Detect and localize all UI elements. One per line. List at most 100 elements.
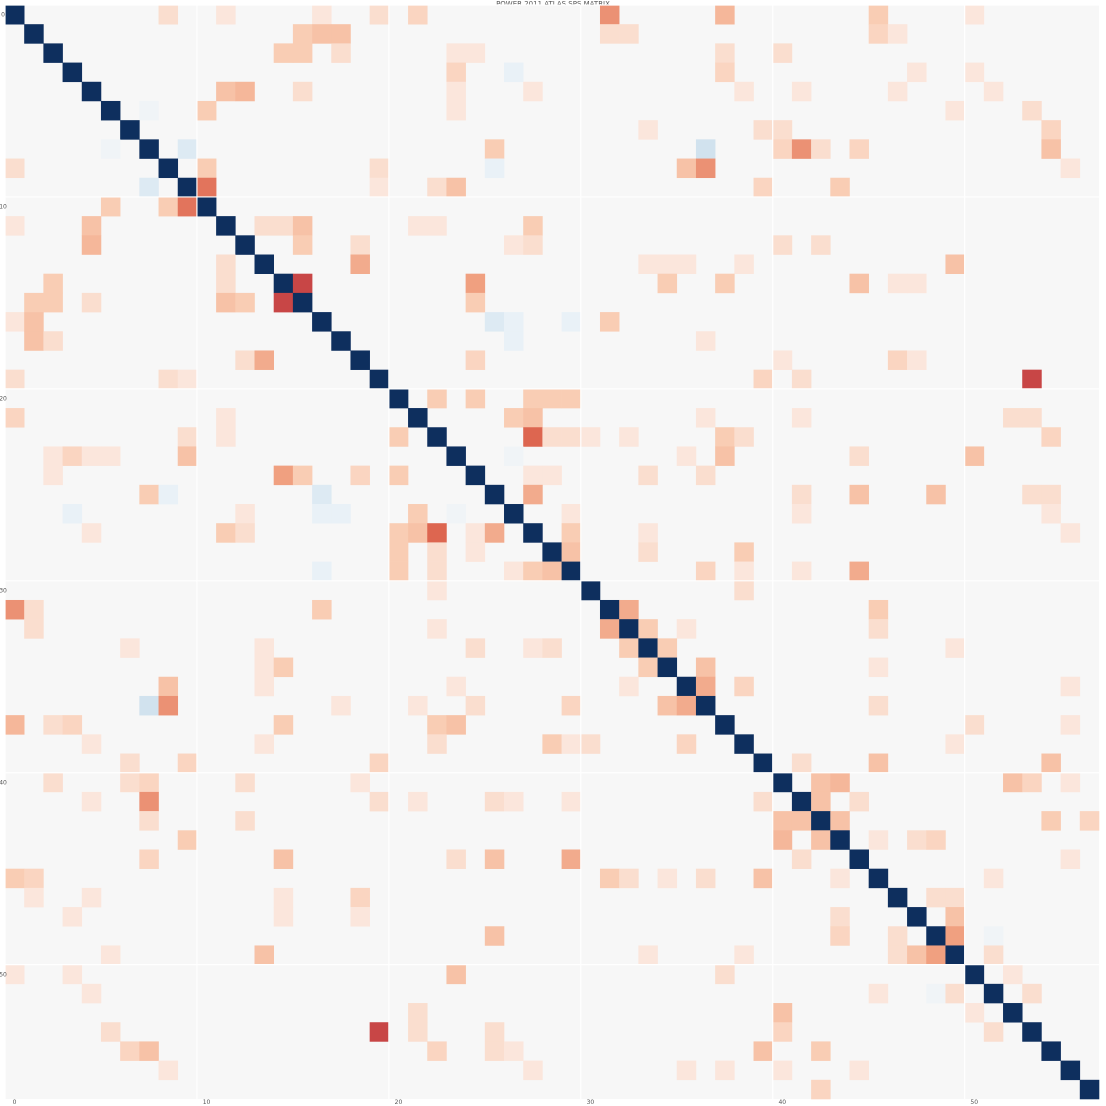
heatmap-cell (158, 369, 179, 390)
heatmap-cell (81, 887, 102, 908)
heatmap-cell (254, 945, 274, 965)
heatmap-cell (24, 292, 44, 313)
heatmap-cell (830, 926, 850, 946)
heatmap-cell (81, 81, 102, 102)
heatmap-cell (907, 350, 927, 370)
heatmap-cell (504, 791, 524, 812)
heatmap-cell (1022, 983, 1042, 1004)
heatmap-cell (350, 235, 370, 255)
heatmap-cell (100, 196, 121, 217)
heatmap-cell (484, 484, 505, 505)
heatmap-cell (523, 638, 543, 658)
heatmap-cell (599, 868, 620, 889)
heatmap-cell (24, 599, 44, 620)
heatmap-cell (695, 139, 716, 159)
heatmap-cell (619, 638, 639, 658)
heatmap-cell (369, 158, 390, 179)
heatmap-cell (1041, 504, 1061, 524)
heatmap-cell (791, 561, 812, 582)
heatmap-cell (830, 811, 850, 831)
heatmap-cell (120, 772, 140, 793)
heatmap-cell (350, 350, 370, 370)
heatmap-cell (465, 273, 486, 294)
heatmap-cell (158, 484, 179, 505)
heatmap-cell (619, 427, 639, 447)
heatmap-cell (945, 983, 965, 1004)
heatmap-cell (830, 772, 850, 793)
heatmap-cell (177, 753, 198, 774)
heatmap-cell (580, 580, 601, 601)
heatmap-cell (542, 638, 562, 658)
heatmap-cell (926, 983, 946, 1004)
heatmap-cell (695, 331, 716, 351)
heatmap-cell (887, 81, 908, 102)
heatmap-cell (676, 695, 697, 716)
heatmap-cell (235, 772, 255, 793)
heatmap-cell (254, 254, 274, 274)
heatmap-cell (5, 599, 25, 620)
heatmap-cell (1003, 408, 1023, 428)
heatmap-cell (273, 715, 294, 735)
heatmap-cell (734, 945, 754, 965)
heatmap-cell (523, 216, 543, 236)
heatmap-cell (427, 580, 447, 601)
heatmap-cell (62, 907, 83, 927)
heatmap-cell (868, 599, 889, 620)
heatmap-cell (331, 43, 351, 63)
heatmap-cell (695, 868, 716, 889)
heatmap-cell (196, 177, 217, 198)
heatmap-cell (868, 5, 889, 25)
heatmap-cell (484, 1041, 505, 1061)
heatmap-cell (907, 62, 927, 83)
heatmap-cell (599, 619, 620, 639)
heatmap-cell (100, 446, 121, 466)
heatmap-cell (5, 312, 25, 332)
heatmap-cell (676, 158, 697, 179)
heatmap-cell (43, 446, 63, 466)
heatmap-cell (139, 849, 159, 869)
heatmap-cell (388, 465, 409, 486)
heatmap-cell (254, 734, 274, 754)
heatmap-cell (638, 638, 658, 658)
heatmap-cell (427, 177, 447, 198)
heatmap-cell (734, 580, 754, 601)
heatmap-cell (369, 177, 390, 198)
heatmap-cell (292, 216, 313, 236)
heatmap-cell (24, 24, 44, 44)
heatmap-cell (753, 753, 774, 774)
heatmap-cell (676, 1060, 697, 1081)
heatmap-cell (753, 120, 774, 140)
heatmap-cell (331, 331, 351, 351)
heatmap-cell (292, 43, 313, 63)
heatmap-cell (887, 887, 908, 908)
heatmap-cell (369, 5, 390, 25)
heatmap-cell (772, 235, 793, 255)
heatmap-cell (830, 830, 850, 850)
heatmap-cell (216, 292, 236, 313)
heatmap-cell (216, 216, 236, 236)
heatmap-cell (408, 408, 428, 428)
heatmap-cell (292, 292, 313, 313)
heatmap-cell (388, 427, 409, 447)
heatmap-cell (945, 887, 965, 908)
heatmap-cell (849, 484, 869, 505)
heatmap-cell (734, 561, 754, 582)
heatmap-cell (715, 62, 735, 83)
heatmap-cell (1022, 484, 1042, 505)
heatmap-cell (504, 446, 524, 466)
heatmap-cell (5, 158, 25, 179)
heatmap-cell (849, 849, 869, 869)
heatmap-cell (62, 62, 83, 83)
heatmap-cell (1041, 753, 1061, 774)
heatmap-cell (811, 830, 831, 850)
heatmap-cell (484, 312, 505, 332)
heatmap-cell (43, 273, 63, 294)
heatmap-cell (427, 388, 447, 409)
heatmap-cell (331, 695, 351, 716)
heatmap-cell (983, 1022, 1004, 1042)
heatmap-cell (427, 715, 447, 735)
heatmap-cell (964, 446, 985, 466)
heatmap-cell (24, 331, 44, 351)
heatmap-cell (427, 1041, 447, 1061)
heatmap-cell (523, 427, 543, 447)
